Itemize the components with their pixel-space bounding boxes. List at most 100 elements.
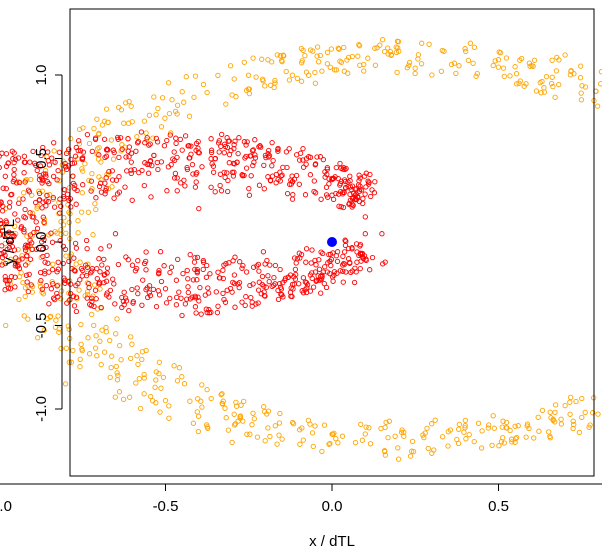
red-point: [143, 249, 149, 255]
red-point: [308, 260, 314, 266]
red-point: [154, 139, 161, 145]
red-point: [146, 290, 152, 296]
red-point: [250, 147, 256, 153]
orange-point: [105, 119, 111, 125]
orange-point: [152, 384, 158, 390]
orange-point: [265, 408, 272, 414]
red-point: [367, 171, 373, 178]
red-point: [184, 267, 190, 274]
orange-point: [55, 282, 61, 288]
red-point: [255, 287, 262, 293]
orange-point: [76, 126, 83, 133]
red-point: [261, 162, 267, 169]
red-point: [77, 277, 83, 283]
orange-point: [129, 119, 135, 125]
red-point: [217, 182, 223, 189]
red-point: [353, 196, 360, 203]
orange-point: [227, 63, 234, 69]
red-point: [188, 143, 194, 149]
red-point: [177, 136, 183, 143]
red-point: [11, 166, 17, 173]
red-point: [60, 193, 67, 200]
red-point: [277, 266, 283, 273]
orange-point: [265, 57, 271, 63]
red-point: [189, 294, 195, 300]
y-tick-label: 1.0: [33, 65, 50, 86]
orange-point: [49, 278, 55, 285]
red-point: [246, 185, 252, 192]
orange-point: [276, 420, 283, 426]
orange-point: [181, 381, 188, 387]
red-point: [302, 192, 309, 198]
orange-point: [141, 371, 147, 378]
red-point: [363, 184, 369, 190]
orange-point: [512, 439, 518, 446]
red-point: [147, 141, 153, 147]
orange-point: [11, 223, 18, 229]
red-point: [367, 267, 373, 273]
orange-point: [168, 130, 174, 136]
orange-point: [335, 45, 341, 51]
red-point: [71, 255, 77, 261]
orange-point: [272, 423, 278, 429]
orange-point: [496, 443, 502, 449]
red-point: [296, 157, 303, 163]
red-point: [89, 298, 95, 305]
red-point: [275, 176, 281, 183]
red-point: [75, 147, 81, 154]
red-point: [94, 265, 100, 272]
red-point: [26, 271, 32, 278]
orange-point: [519, 55, 525, 62]
orange-point: [298, 78, 305, 84]
red-point: [318, 196, 324, 202]
red-point: [21, 226, 27, 233]
orange-point: [251, 416, 257, 422]
orange-point: [172, 108, 179, 115]
orange-point: [579, 395, 585, 402]
red-point: [231, 145, 237, 152]
red-point: [263, 154, 269, 161]
orange-point: [93, 333, 99, 339]
red-point: [294, 152, 300, 158]
red-point: [300, 275, 307, 281]
red-point: [110, 276, 116, 282]
red-point: [250, 281, 256, 287]
red-point: [293, 271, 299, 278]
red-point: [338, 178, 344, 185]
orange-point: [331, 67, 338, 73]
red-point: [351, 279, 358, 286]
red-point: [192, 304, 199, 310]
orange-point: [438, 68, 445, 74]
red-point: [229, 169, 236, 175]
red-point: [0, 199, 4, 205]
red-point: [167, 132, 173, 138]
orange-point: [68, 135, 74, 142]
orange-point: [543, 73, 550, 80]
orange-point: [333, 67, 340, 73]
red-point: [135, 290, 141, 297]
red-point: [236, 135, 242, 141]
orange-point: [486, 422, 492, 428]
orange-point: [337, 58, 343, 64]
red-point: [242, 302, 248, 309]
orange-point: [35, 335, 41, 341]
orange-point: [85, 335, 91, 341]
orange-point: [328, 46, 335, 52]
red-point: [325, 260, 331, 266]
orange-point: [526, 60, 533, 66]
red-point: [357, 175, 363, 181]
red-point: [360, 195, 366, 202]
red-point: [336, 203, 342, 209]
orange-point: [128, 103, 134, 109]
red-point: [289, 293, 295, 300]
orange-point: [118, 357, 124, 363]
red-point: [116, 173, 122, 180]
orange-point: [359, 437, 366, 443]
red-point: [3, 185, 9, 192]
red-point: [51, 140, 57, 146]
red-point: [55, 167, 61, 174]
red-point: [121, 302, 127, 308]
red-point: [278, 286, 285, 292]
orange-point: [253, 74, 259, 80]
red-point: [68, 204, 74, 210]
